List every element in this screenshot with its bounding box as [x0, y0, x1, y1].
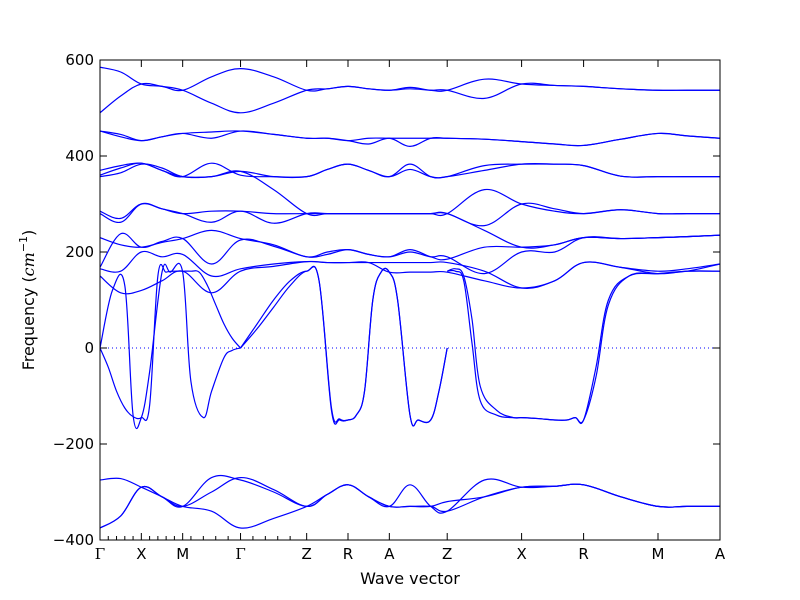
band-line-8	[100, 202, 720, 227]
x-axis-label: Wave vector	[360, 569, 460, 588]
y-axis-label-suffix: )	[19, 230, 38, 236]
y-tick-label-5: 400	[65, 147, 94, 165]
band-line-5	[100, 162, 720, 179]
y-axis-label-exp: −1	[17, 236, 30, 252]
band-line-17	[240, 265, 448, 427]
x-tick-label-1: Γ	[95, 545, 105, 563]
band-line-19	[447, 263, 720, 425]
x-tick-label-10: R	[578, 545, 588, 563]
y-tick-label-4: 200	[65, 243, 94, 261]
band-line-16	[240, 266, 448, 427]
x-tick-label-2: X	[136, 545, 146, 563]
y-axis-label: Frequency (cm−1)	[17, 230, 38, 371]
x-tick-label-5: Z	[302, 545, 312, 563]
band-line-2	[100, 82, 720, 114]
band-line-10	[100, 229, 720, 261]
x-tick-label-4: Γ	[235, 545, 245, 563]
x-tick-label-6: R	[343, 545, 353, 563]
x-tick-label-7: A	[384, 545, 395, 563]
x-tick-label-3: M	[176, 545, 189, 563]
x-tick-label-11: M	[652, 545, 665, 563]
band-line-14	[100, 262, 241, 430]
y-tick-label-2: −200	[53, 435, 94, 453]
band-line-18	[446, 268, 720, 424]
x-tick-label-9: X	[516, 545, 526, 563]
band-line-4	[100, 130, 720, 147]
x-tick-label-8: Z	[442, 545, 452, 563]
plot-content	[100, 66, 720, 529]
plot-frame	[99, 59, 721, 541]
band-line-15	[100, 263, 241, 422]
band-line-6	[100, 162, 720, 179]
y-tick-label-6: 600	[65, 51, 94, 69]
band-line-12	[100, 250, 720, 289]
y-axis-label-prefix: Frequency (	[19, 276, 38, 370]
x-tick-label-12: A	[715, 545, 726, 563]
band-line-1	[100, 66, 720, 92]
y-tick-label-3: 0	[84, 339, 94, 357]
band-line-11	[100, 232, 720, 275]
y-tick-label-1: −400	[53, 531, 94, 549]
y-axis-label-unit: cm	[19, 252, 38, 276]
ticks-layer: Γ X M Γ Z R A Z X R M A −400 −200 0 200 400 600	[53, 51, 726, 563]
band-line-22	[100, 483, 720, 529]
